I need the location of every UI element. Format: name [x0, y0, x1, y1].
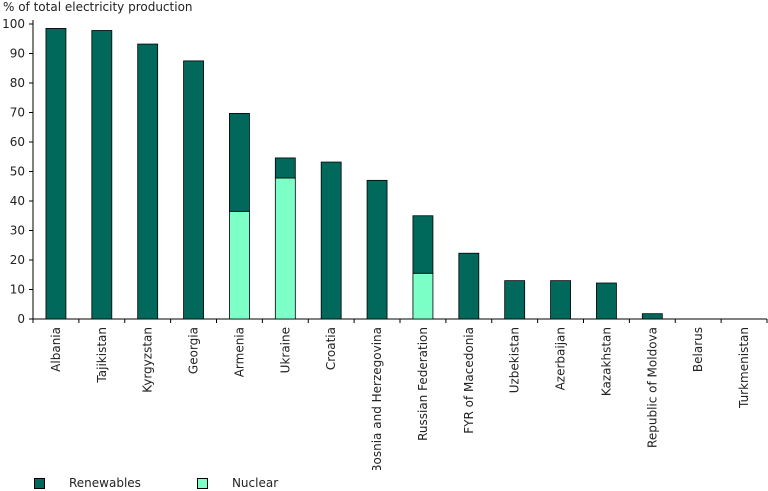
- y-tick-label: 100: [2, 17, 25, 31]
- x-tick-label: Republic of Moldova: [645, 327, 659, 448]
- bar-renewables-uzbekistan: [504, 280, 526, 320]
- bar-nuclear-russian-federation: [412, 272, 434, 320]
- legend-label-renewables: Renewables: [69, 476, 141, 490]
- x-tick-label: Kyrgyzstan: [141, 327, 155, 393]
- bar-renewables-croatia: [320, 161, 342, 320]
- x-tick-label: Georgia: [187, 327, 201, 374]
- legend-item-nuclear: Nuclear: [196, 476, 279, 490]
- y-tick-label: 30: [10, 224, 25, 238]
- x-tick-label: Ukraine: [278, 327, 292, 373]
- legend-label-nuclear: Nuclear: [231, 476, 279, 490]
- y-tick-label: 0: [17, 312, 25, 326]
- bar-nuclear-armenia: [229, 210, 250, 320]
- x-tick-label: Croatia: [324, 327, 338, 370]
- y-tick-label: 20: [10, 253, 25, 267]
- bar-nuclear-ukraine: [274, 177, 296, 320]
- legend-swatch-renewables: [34, 477, 45, 489]
- x-tick-label: Uzbekistan: [508, 327, 522, 393]
- y-tick-label: 80: [10, 76, 25, 90]
- legend-item-renewables: Renewables: [34, 476, 141, 490]
- bar-renewables-kazakhstan: [596, 282, 617, 320]
- x-tick-label: Tajikistan: [95, 327, 109, 384]
- y-axis-label: % of total electricity production: [3, 0, 193, 14]
- bar-renewables-albania: [45, 28, 67, 320]
- y-tick-label: 10: [10, 283, 25, 297]
- y-tick-label: 70: [10, 106, 25, 120]
- bar-renewables-republic-of-moldova: [641, 313, 663, 320]
- x-tick-label: Bosnia and Herzegovina: [370, 327, 384, 470]
- legend-swatch-nuclear: [196, 477, 208, 489]
- bar-renewables-fyr-of-macedonia: [458, 252, 480, 320]
- bar-renewables-russian-federation: [412, 215, 434, 274]
- y-tick-label: 60: [10, 135, 25, 149]
- stacked-bar-chart: 0 10 20 30 40 50 60 70 80 90 100 Albania Tajikistan K…: [2, 17, 768, 470]
- bar-renewables-azerbaijan: [550, 280, 571, 320]
- bar-renewables-bosnia-and-herzegovina: [366, 179, 388, 320]
- bar-renewables-georgia: [183, 60, 204, 320]
- bar-renewables-armenia: [229, 112, 250, 212]
- x-tick-label: Turkmenistan: [737, 327, 751, 409]
- x-tick-label: Albania: [49, 327, 63, 372]
- y-tick-label: 90: [10, 47, 25, 61]
- x-tick-label: Belarus: [691, 327, 705, 372]
- bar-renewables-ukraine: [274, 157, 296, 179]
- x-tick-label: Russian Federation: [416, 327, 430, 441]
- x-tick-label: Armenia: [232, 327, 246, 377]
- x-tick-label: FYR of Macedonia: [462, 327, 476, 434]
- legend: Renewables Nuclear: [34, 476, 334, 490]
- y-tick-label: 40: [10, 194, 25, 208]
- y-tick-label: 50: [10, 165, 25, 179]
- x-tick-label: Kazakhstan: [599, 327, 613, 396]
- bar-renewables-kyrgyzstan: [137, 43, 159, 320]
- bar-renewables-tajikistan: [91, 30, 113, 320]
- x-tick-label: Azerbaijan: [554, 327, 568, 390]
